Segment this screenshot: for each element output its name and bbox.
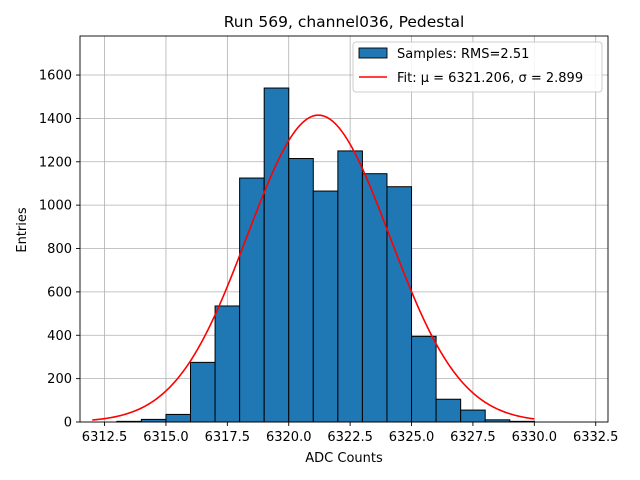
histogram-bar	[337, 150, 363, 423]
chart-title: Run 569, channel036, Pedestal	[224, 13, 465, 31]
y-tick-label: 1200	[39, 155, 72, 170]
histogram-bar	[190, 361, 216, 423]
histogram-bar	[263, 87, 290, 423]
histogram-bar	[460, 409, 486, 423]
x-tick-label: 6325.0	[389, 430, 435, 445]
x-tick-label: 6320.0	[266, 430, 312, 445]
x-axis-label: ADC Counts	[305, 451, 383, 466]
histogram-bar	[239, 177, 265, 423]
x-tick-label: 6312.5	[82, 430, 128, 445]
legend-box	[352, 41, 603, 93]
histogram-bar	[386, 186, 413, 423]
legend-samples-swatch	[358, 47, 388, 59]
x-tick-label: 6330.0	[512, 430, 558, 445]
y-tick-label: 800	[47, 242, 72, 257]
histogram-bar	[288, 158, 314, 423]
y-tick-label: 400	[47, 329, 72, 344]
x-tick-label: 6327.5	[450, 430, 496, 445]
histogram-bar	[312, 190, 339, 423]
legend-samples-label: Samples: RMS=2.51	[397, 47, 529, 62]
x-tick-label: 6315.0	[143, 430, 189, 445]
plot-frame	[79, 35, 609, 423]
x-tick-label: 6322.5	[327, 430, 373, 445]
histogram-bar	[361, 173, 388, 423]
histogram-bar	[411, 335, 437, 423]
y-tick-label: 1600	[39, 69, 72, 84]
legend: Samples: RMS=2.51 Fit: μ = 6321.206, σ =…	[352, 41, 603, 93]
histogram-bar	[435, 398, 462, 423]
y-axis-label: Entries	[15, 207, 30, 253]
y-tick-label: 200	[47, 372, 72, 387]
histogram-bar	[165, 413, 192, 423]
y-axis-ticks: 0 200 400 600 800 1000 1200 1400 1600	[39, 69, 80, 431]
x-axis-ticks: 6312.5 6315.0 6317.5 6320.0 6322.5 6325.0 6327…	[82, 422, 619, 445]
gaussian-fit-line	[92, 114, 535, 421]
x-tick-label: 6317.5	[205, 430, 251, 445]
y-tick-label: 0	[64, 416, 72, 431]
y-tick-label: 1400	[39, 112, 72, 127]
legend-fit-label: Fit: μ = 6321.206, σ = 2.899	[397, 71, 583, 86]
histogram-bar	[214, 305, 241, 423]
x-tick-label: 6332.5	[573, 430, 619, 445]
y-tick-label: 600	[47, 285, 72, 300]
y-tick-label: 1000	[39, 199, 72, 214]
